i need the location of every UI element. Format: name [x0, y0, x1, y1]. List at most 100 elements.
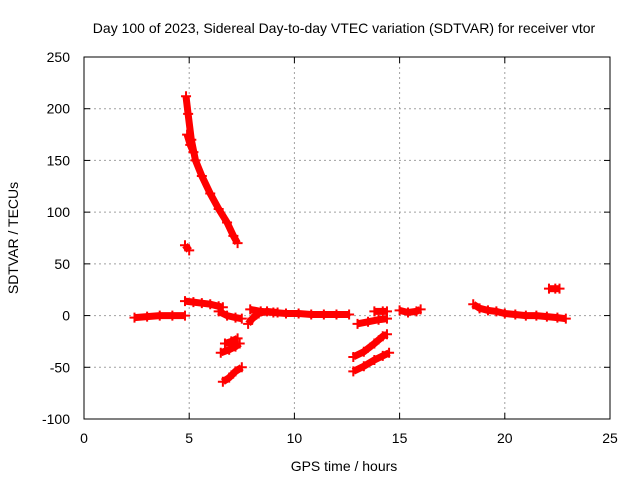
data-point — [190, 155, 201, 166]
axis-ticks: 0 5 10 15 20 25 -100 -50 0 50 100 150 200 250 — [42, 49, 618, 446]
data-point — [552, 312, 563, 323]
data-point — [217, 376, 228, 387]
data-point — [213, 306, 224, 317]
x-tick-label: 10 — [287, 430, 303, 446]
data-point — [222, 310, 233, 321]
data-point — [510, 309, 521, 320]
data-point — [222, 217, 233, 228]
series-17 — [543, 283, 565, 294]
x-tick-label: 0 — [80, 430, 88, 446]
data-point — [205, 188, 216, 199]
data-point — [358, 346, 369, 357]
data-point — [196, 170, 207, 181]
data-point — [230, 312, 241, 323]
data-point — [142, 311, 153, 322]
data-point — [181, 91, 192, 102]
data-point — [293, 308, 304, 319]
data-point — [499, 308, 510, 319]
data-point — [491, 306, 502, 317]
data-point — [363, 316, 374, 327]
data-series — [129, 91, 571, 387]
y-tick-label: 150 — [47, 152, 71, 168]
data-point — [236, 362, 247, 373]
data-point — [196, 298, 207, 309]
data-point — [381, 329, 392, 340]
series-2 — [182, 129, 199, 158]
data-point — [482, 305, 493, 316]
data-point — [468, 299, 479, 310]
series-12 — [369, 306, 392, 317]
data-point — [228, 230, 239, 241]
data-point — [403, 307, 414, 318]
data-point — [358, 361, 369, 372]
grid — [84, 57, 610, 419]
y-tick-label: 50 — [54, 256, 70, 272]
data-point — [179, 240, 190, 251]
data-point — [373, 314, 384, 325]
data-point — [318, 309, 329, 320]
data-point — [154, 310, 165, 321]
data-point — [541, 311, 552, 322]
data-point — [226, 336, 237, 347]
series-3 — [179, 240, 195, 256]
series-7 — [215, 338, 245, 358]
data-point — [348, 351, 359, 362]
data-point — [352, 318, 363, 329]
x-tick-label: 15 — [392, 430, 408, 446]
data-point — [394, 305, 405, 316]
data-point — [268, 307, 279, 318]
data-point — [205, 299, 216, 310]
data-point — [369, 355, 380, 366]
data-point — [415, 304, 426, 315]
data-point — [377, 350, 388, 361]
series-15 — [394, 304, 426, 318]
data-trace — [182, 95, 241, 245]
series-13 — [348, 329, 392, 362]
data-point — [230, 366, 241, 377]
y-tick-label: 250 — [47, 49, 71, 65]
series-0 — [129, 310, 190, 323]
data-point — [560, 313, 571, 324]
data-point — [344, 309, 355, 320]
data-point — [213, 204, 224, 215]
data-point — [369, 338, 380, 349]
data-point — [182, 129, 193, 140]
data-point — [129, 312, 140, 323]
data-point — [384, 347, 395, 358]
data-point — [224, 372, 235, 383]
series-5 — [213, 306, 247, 324]
y-tick-label: 100 — [47, 204, 71, 220]
series-14 — [348, 347, 395, 377]
data-point — [255, 306, 266, 317]
data-point — [179, 310, 190, 321]
y-tick-label: -100 — [42, 411, 70, 427]
series-10 — [245, 304, 355, 320]
x-tick-label: 5 — [185, 430, 193, 446]
data-point — [184, 245, 195, 256]
y-tick-label: -50 — [50, 359, 70, 375]
x-tick-label: 20 — [497, 430, 513, 446]
data-point — [236, 313, 247, 324]
data-point — [369, 306, 380, 317]
data-point — [232, 238, 243, 249]
data-point — [219, 338, 230, 349]
data-point — [331, 309, 342, 320]
data-trace — [219, 340, 242, 357]
data-point — [474, 303, 485, 314]
data-point — [234, 338, 245, 349]
data-point — [348, 366, 359, 377]
series-8 — [217, 362, 247, 387]
data-point — [520, 310, 531, 321]
data-point — [554, 283, 565, 294]
y-tick-label: 0 — [62, 308, 70, 324]
data-point — [183, 108, 194, 119]
series-11 — [352, 313, 392, 329]
data-point — [531, 310, 542, 321]
series-16 — [468, 299, 571, 324]
data-point — [381, 306, 392, 317]
y-tick-label: 200 — [47, 101, 71, 117]
data-point — [215, 347, 226, 358]
data-point — [224, 344, 235, 355]
data-point — [188, 297, 199, 308]
data-point — [243, 318, 254, 329]
